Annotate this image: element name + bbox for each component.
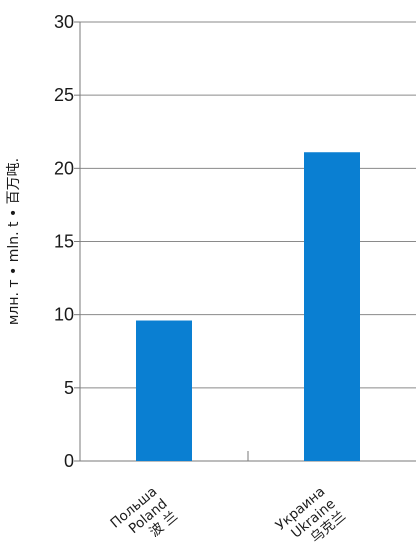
- y-tick-label: 15: [54, 232, 74, 252]
- gridlines: [74, 21, 416, 462]
- y-tick-label: 25: [54, 85, 74, 105]
- y-tick-label: 30: [54, 12, 74, 32]
- y-tick-label: 5: [64, 378, 74, 398]
- y-axis-title: млн. т • mln. t • 百万吨.: [6, 158, 22, 325]
- y-tick-label: 20: [54, 158, 74, 178]
- y-tick-label: 0: [64, 451, 74, 471]
- bar: [304, 152, 360, 461]
- y-tick-label: 10: [54, 305, 74, 325]
- y-tick-labels: 0 5 10 15 20 25 30: [54, 12, 74, 471]
- bar: [136, 320, 192, 461]
- bars: [136, 152, 360, 461]
